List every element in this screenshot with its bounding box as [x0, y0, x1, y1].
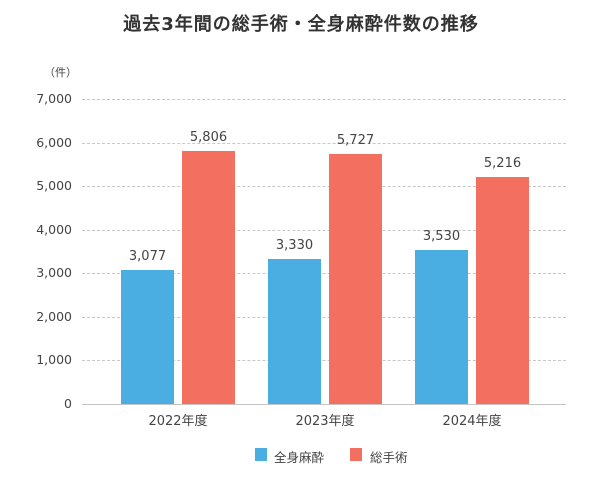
- y-tick-label: 3,000: [36, 265, 72, 281]
- gridline: [82, 142, 566, 144]
- y-tick-label: 5,000: [36, 178, 72, 194]
- bar-value-label: 5,216: [483, 155, 522, 171]
- y-axis-unit: （件）: [44, 66, 77, 79]
- bar-value-label: 3,077: [128, 248, 167, 264]
- y-tick-label: 7,000: [36, 91, 72, 106]
- gridline: [82, 229, 566, 231]
- bar-value-label: 5,806: [189, 130, 228, 146]
- legend: 全身麻酔 総手術: [0, 446, 602, 465]
- x-tick-label: 2022年度: [148, 414, 208, 429]
- x-axis-line: [82, 404, 566, 405]
- bar-value-label: 3,330: [275, 237, 314, 253]
- gridline: [82, 273, 566, 275]
- y-tick-label: 2,000: [36, 308, 72, 324]
- y-tick-label: 4,000: [36, 221, 72, 237]
- y-tick-label: 6,000: [36, 134, 72, 150]
- bar-total-surgery: [329, 154, 382, 404]
- bar-total-surgery: [476, 176, 529, 404]
- bar-value-label: 5,727: [336, 133, 375, 149]
- legend-label-general-anesthesia: 全身麻酔: [274, 450, 325, 465]
- gridline: [82, 316, 566, 318]
- gridline: [82, 360, 566, 362]
- legend-swatch-total-surgery: [350, 448, 362, 461]
- y-tick-label: 1,000: [36, 352, 72, 368]
- legend-swatch-general-anesthesia: [255, 448, 267, 461]
- bar-general-anesthesia: [415, 250, 468, 404]
- bar-total-surgery: [182, 151, 235, 404]
- gridline: [82, 99, 566, 100]
- x-tick-label: 2024年度: [442, 414, 502, 429]
- x-tick-label: 2023年度: [295, 414, 355, 429]
- bar-general-anesthesia: [268, 258, 321, 404]
- bar-value-label: 3,530: [422, 229, 461, 245]
- y-tick-label: 0: [64, 396, 72, 411]
- legend-label-total-surgery: 総手術: [370, 450, 408, 465]
- chart-title: 過去3年間の総手術・全身麻酔件数の推移: [123, 14, 479, 35]
- bar-general-anesthesia: [121, 269, 174, 404]
- gridline: [82, 186, 566, 188]
